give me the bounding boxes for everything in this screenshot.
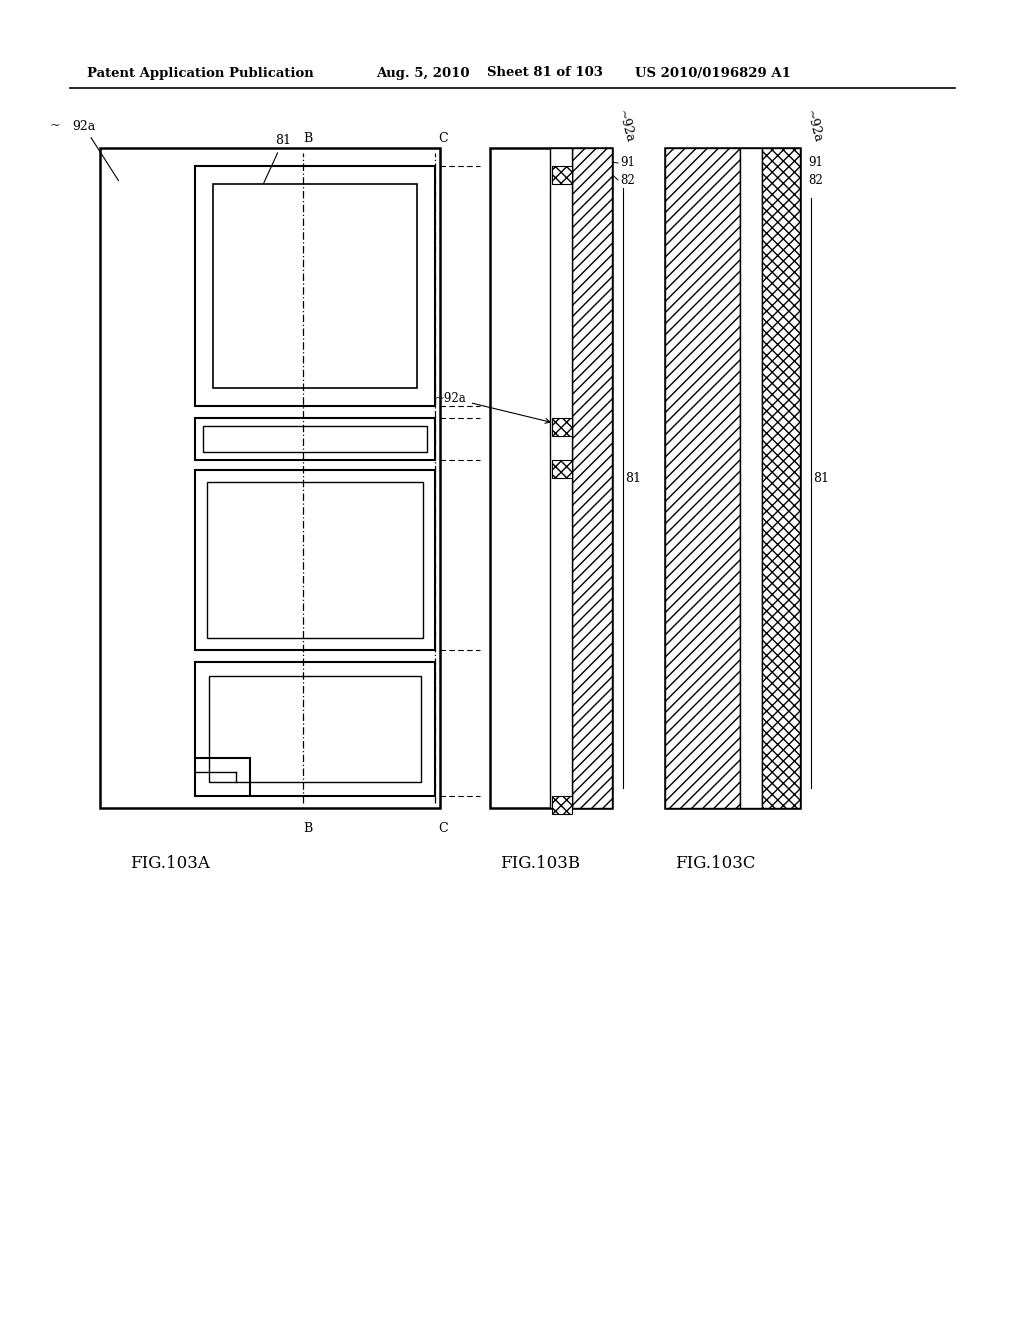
Text: ~92a: ~92a xyxy=(803,108,824,144)
Text: ~92a: ~92a xyxy=(435,392,550,424)
Text: B: B xyxy=(303,821,312,834)
Text: 81: 81 xyxy=(813,471,829,484)
Bar xyxy=(213,183,417,388)
Bar xyxy=(195,418,435,459)
Bar xyxy=(195,166,435,407)
Bar xyxy=(195,470,435,649)
Bar xyxy=(762,148,800,808)
Bar xyxy=(550,148,572,808)
Text: Aug. 5, 2010: Aug. 5, 2010 xyxy=(376,66,469,79)
Text: FIG.103B: FIG.103B xyxy=(500,854,581,871)
Text: C: C xyxy=(438,132,447,144)
Text: 81: 81 xyxy=(625,471,641,484)
Bar xyxy=(572,148,612,808)
Text: Sheet 81 of 103: Sheet 81 of 103 xyxy=(487,66,603,79)
Text: ~: ~ xyxy=(50,120,60,132)
Text: ~92a: ~92a xyxy=(615,108,636,144)
Bar xyxy=(552,166,572,183)
Text: 82: 82 xyxy=(808,173,822,186)
Bar xyxy=(100,148,440,808)
Text: 91: 91 xyxy=(808,157,823,169)
Text: FIG.103C: FIG.103C xyxy=(675,854,756,871)
Text: 81: 81 xyxy=(237,135,291,243)
Bar xyxy=(552,796,572,814)
Text: C: C xyxy=(438,821,447,834)
Bar xyxy=(207,482,423,638)
Text: 82: 82 xyxy=(620,173,635,186)
Text: US 2010/0196829 A1: US 2010/0196829 A1 xyxy=(635,66,791,79)
Text: 92a: 92a xyxy=(72,120,119,181)
Bar xyxy=(665,148,740,808)
Bar xyxy=(552,418,572,436)
Text: FIG.103A: FIG.103A xyxy=(130,854,210,871)
Bar xyxy=(490,148,612,808)
Bar xyxy=(209,676,421,781)
Text: Patent Application Publication: Patent Application Publication xyxy=(87,66,313,79)
Bar xyxy=(552,459,572,478)
Bar xyxy=(740,148,762,808)
Text: 91: 91 xyxy=(620,157,635,169)
Bar xyxy=(665,148,800,808)
Bar xyxy=(203,426,427,451)
Bar xyxy=(195,663,435,796)
Text: B: B xyxy=(303,132,312,144)
